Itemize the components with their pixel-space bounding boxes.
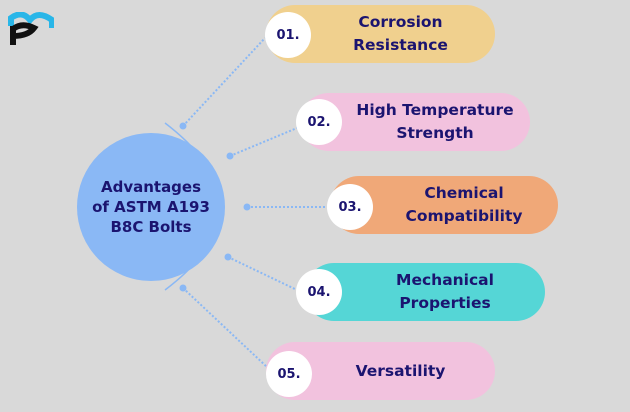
node-dot xyxy=(226,152,234,160)
item-05-number: 05. xyxy=(266,351,312,397)
node-dot xyxy=(243,203,251,211)
item-02-number: 02. xyxy=(296,99,342,145)
item-02: High Temperature Strength xyxy=(300,93,530,151)
node-dot xyxy=(224,253,232,261)
node-dot xyxy=(179,122,187,130)
item-03-number: 03. xyxy=(327,184,373,230)
connector-02 xyxy=(229,127,298,157)
connector-05 xyxy=(182,287,269,369)
connector-04 xyxy=(227,256,298,291)
center-topic: Advantages of ASTM A193 B8C Bolts xyxy=(77,133,225,281)
connector-01 xyxy=(182,37,266,127)
logo xyxy=(8,11,55,46)
item-04: Mechanical Properties xyxy=(305,263,545,321)
item-01-number: 01. xyxy=(265,12,311,58)
node-dot xyxy=(179,284,187,292)
item-04-number: 04. xyxy=(296,269,342,315)
